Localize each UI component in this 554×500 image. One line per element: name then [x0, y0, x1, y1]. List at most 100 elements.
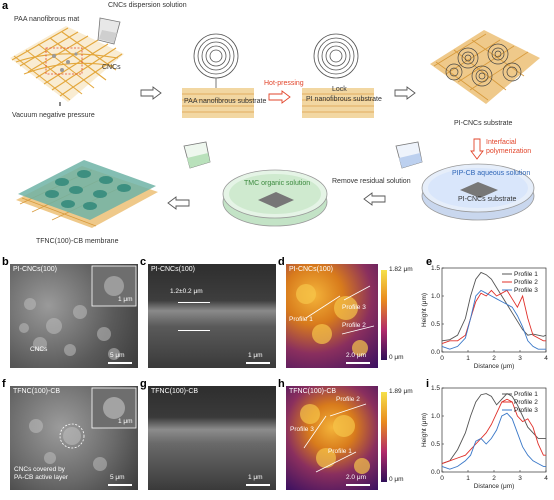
- afm-image-d: PI-CNCs(100) Profile 1 Profile 3 Profile…: [286, 264, 378, 368]
- chart-e-xtick-label: 3: [518, 355, 522, 362]
- arrow-down-red-icon: [470, 138, 484, 160]
- chart-e-series-1-line: [441, 271, 547, 342]
- chart-e-series-3-line: [441, 289, 546, 350]
- chart-i-ylabel: Height (μm): [421, 413, 428, 447]
- afm-texture-h: [300, 403, 370, 474]
- label-hot-pressing: Hot-pressing: [264, 80, 304, 87]
- pi-substrate-illustration: [302, 33, 374, 118]
- panel-f-annotation-2: PA-CB active layer: [14, 474, 69, 481]
- panel-h-scale: 2.0 μm: [346, 474, 367, 481]
- chart-i-legend-label-3: Profile 3: [514, 407, 538, 414]
- chart-e-xlabel: Distance (μm): [474, 363, 515, 370]
- label-paa-substrate: PAA nanofibrous substrate: [184, 98, 267, 105]
- panel-h-title: TFNC(100)-CB: [289, 388, 337, 395]
- panel-d-profile-2: Profile 2: [342, 322, 366, 329]
- colorbar-d-min: 0 μm: [389, 354, 404, 361]
- colorbar-h-max: 1.89 μm: [389, 388, 413, 395]
- sem-image-f: TFNC(100)-CB 1 μm CNCs covered by PA-CB …: [10, 386, 138, 490]
- chart-e: 0 1 2 3 4 0.0 0.5 1.0 1.5 Distance (μm) Height (μm…: [421, 265, 548, 370]
- scale-bar-b: [108, 362, 132, 364]
- label-tfnc-membrane: TFNC(100)-CB membrane: [36, 238, 119, 245]
- chart-e-legend-label-2: Profile 2: [514, 279, 538, 286]
- label-cncs-dispersion: CNCs dispersion solution: [108, 2, 187, 9]
- panel-h-profile-3: Profile 3: [290, 426, 314, 433]
- panel-h-profile-2: Profile 2: [336, 396, 360, 403]
- panel-b-inset-scale: 1 μm: [118, 296, 133, 303]
- panel-g-scale: 1 μm: [248, 474, 263, 481]
- chart-i-legend-label-2: Profile 2: [514, 399, 538, 406]
- chart-i-xtick-label: 2: [492, 475, 496, 482]
- chart-i-series-3-line: [441, 412, 546, 470]
- chart-i-xtick-label: 3: [518, 475, 522, 482]
- panel-h-letter: h: [278, 378, 285, 390]
- chart-i-legend-label-1: Profile 1: [514, 391, 538, 398]
- chart-e-xtick-label: 0: [440, 355, 444, 362]
- panel-h-profile-1: Profile 1: [328, 448, 352, 455]
- scale-bar-h: [346, 484, 370, 486]
- chart-i-xtick-label: 1: [466, 475, 470, 482]
- panel-d-profile-3: Profile 3: [342, 304, 366, 311]
- chart-i-ytick-label: 0.5: [431, 441, 440, 448]
- sem-texture-f: [29, 387, 137, 471]
- panel-f-inset-scale: 1 μm: [118, 418, 133, 425]
- arrow-left-icon-2: [167, 196, 190, 210]
- tmc-dish-illustration: [222, 169, 328, 227]
- scale-bar-c: [246, 362, 270, 364]
- panel-g-letter: g: [140, 378, 147, 390]
- panel-b-letter: b: [2, 256, 9, 268]
- panel-c-thickness: 1.2±0.2 μm: [170, 288, 203, 295]
- chart-i-ytick-label: 1.5: [431, 385, 440, 392]
- scale-bar-d: [346, 362, 370, 364]
- colorbar-d-max: 1.82 μm: [389, 266, 413, 273]
- paa-mat-illustration: [10, 26, 124, 106]
- thickness-line-bottom: [178, 330, 210, 331]
- panel-b-annotation: CNCs: [30, 346, 48, 353]
- panel-d-profile-1: Profile 1: [289, 316, 313, 323]
- panel-c-scale: 1 μm: [248, 352, 263, 359]
- label-pi-cncs-dish: PI-CNCs substrate: [458, 196, 517, 203]
- label-lock: Lock: [332, 86, 347, 93]
- label-paa-mat: PAA nanofibrous mat: [14, 16, 80, 23]
- scale-bar-f: [108, 484, 132, 486]
- chart-e-ytick-label: 1.5: [431, 265, 440, 272]
- panel-b-scale: 5 μm: [110, 352, 125, 359]
- label-pip-cb: PIP-CB aqueous solution: [452, 170, 531, 177]
- pip-cb-dish-illustration: [421, 163, 535, 221]
- chart-i-xlabel: Distance (μm): [474, 483, 515, 490]
- chart-i-ytick-label: 1.0: [431, 413, 440, 420]
- arrow-right-icon: [140, 86, 162, 100]
- colorbar-d: [381, 270, 387, 360]
- label-remove: Remove residual solution: [332, 178, 411, 185]
- chart-i-ytick-label: 0.0: [431, 469, 440, 476]
- chart-i: 0 1 2 3 4 0.0 0.5 1.0 1.5 Distance (μm) Height (μm…: [421, 385, 548, 490]
- label-interfacial: Interfacial polymerization: [486, 139, 532, 155]
- panel-c-letter: c: [140, 256, 147, 268]
- chart-i-xtick-label: 4: [544, 475, 548, 482]
- panel-f-letter: f: [2, 378, 6, 390]
- panel-a-letter: a: [2, 0, 9, 12]
- chart-e-legend-label-3: Profile 3: [514, 287, 538, 294]
- scale-bar-g: [246, 484, 270, 486]
- sem-image-b: PI-CNCs(100) 1 μm CNCs 5 μm: [10, 264, 138, 368]
- beaker-icon: [97, 17, 121, 45]
- panel-b-title: PI-CNCs(100): [13, 266, 57, 273]
- label-tmc: TMC organic solution: [244, 180, 311, 187]
- tfnc-membrane-illustration: [16, 160, 158, 228]
- thickness-line-top: [178, 302, 210, 303]
- paa-substrate-illustration: [182, 33, 254, 118]
- chart-i-series-1-line: [441, 393, 546, 465]
- arrow-left-icon: [363, 192, 386, 206]
- panel-g-title: TFNC(100)-CB: [151, 388, 199, 395]
- chart-i-xtick-label: 0: [440, 475, 444, 482]
- chart-e-ytick-label: 0.0: [431, 349, 440, 356]
- label-pi-substrate: PI nanofibrous substrate: [306, 96, 382, 103]
- panel-d-letter: d: [278, 256, 285, 268]
- colorbar-h: [381, 392, 387, 482]
- chart-e-series-2-line: [441, 289, 546, 345]
- label-vacuum: Vacuum negative pressure: [12, 112, 95, 119]
- chart-e-ytick-label: 0.5: [431, 321, 440, 328]
- pour-beaker-icon-blue: [395, 141, 423, 169]
- chart-e-xtick-label: 1: [466, 355, 470, 362]
- panel-d-title: PI-CNCs(100): [289, 266, 333, 273]
- afm-image-h: TFNC(100)-CB Profile 2 Profile 3 Profile…: [286, 386, 378, 490]
